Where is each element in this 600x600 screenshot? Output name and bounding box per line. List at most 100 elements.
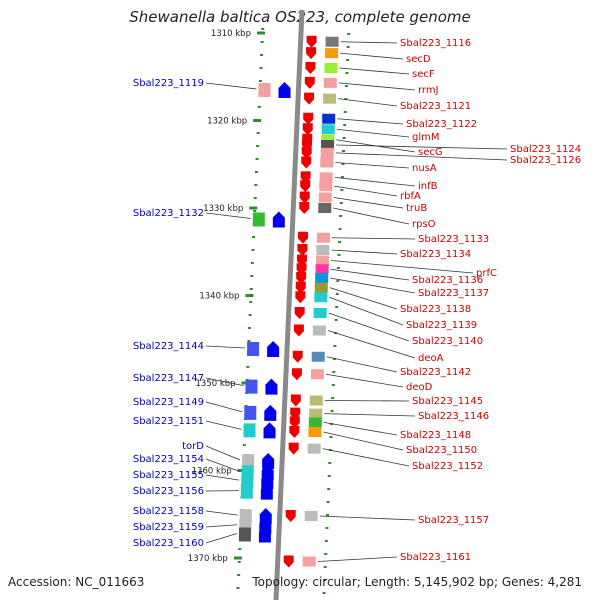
axis-tick-dot: [249, 301, 253, 303]
axis-tick-dot: [237, 574, 241, 576]
axis-tick-dot: [325, 527, 329, 529]
gene-leader-line: [205, 212, 251, 219]
reverse-strand-arrow: [292, 350, 303, 363]
gene-label-left: Sbal223_1159: [133, 522, 204, 533]
axis-tick-dot: [242, 444, 246, 446]
gene-label-right: Sbal223_1121: [400, 101, 471, 112]
reverse-strand-arrow: [303, 112, 314, 125]
kbp-tick-mark: [256, 31, 265, 35]
axis-tick-dot: [331, 397, 335, 399]
gene-leader-line: [330, 260, 474, 274]
gene-label-right: Sbal223_1133: [418, 234, 489, 245]
axis-tick-dot: [335, 306, 339, 308]
gene-color-block: [325, 36, 339, 47]
axis-tick-dot: [326, 501, 330, 503]
axis-tick-dot: [329, 436, 333, 438]
axis-tick-dot: [259, 67, 263, 69]
gene-label-right: secD: [406, 54, 431, 65]
axis-tick-dot: [339, 202, 343, 204]
gene-leader-line: [340, 41, 398, 44]
gene-label-right: Sbal223_1148: [400, 430, 471, 441]
axis-tick-dot: [332, 358, 336, 360]
axis-tick-dot: [324, 540, 328, 542]
axis-tick-dot: [335, 293, 339, 295]
axis-tick-dot: [346, 59, 350, 61]
gene-leader-line: [329, 296, 404, 326]
gene-leader-line: [331, 237, 416, 240]
axis-tick-dot: [252, 236, 256, 238]
gene-leader-line: [334, 176, 416, 187]
kbp-label: 1350 kbp: [196, 379, 236, 389]
gene-color-block: [321, 124, 335, 135]
gene-label-right: Sbal223_1122: [406, 119, 477, 130]
gene-label-left: Sbal223_1144: [133, 341, 204, 352]
gene-color-block: [314, 282, 328, 293]
forward-strand-arrow: [259, 508, 272, 525]
gene-color-block: [307, 443, 321, 454]
axis-tick-dot: [323, 566, 327, 568]
gene-color-block: [322, 113, 336, 124]
reverse-strand-arrow: [297, 231, 308, 244]
gene-color-block: [247, 342, 260, 356]
gene-color-block: [308, 427, 322, 437]
kbp-label: 1340 kbp: [199, 292, 239, 302]
gene-label-right: Sbal223_1124: [510, 144, 581, 155]
gene-label-right: Sbal223_1140: [412, 336, 483, 347]
gene-leader-line: [328, 312, 410, 342]
gene-leader-line: [330, 268, 410, 281]
gene-label-right: Sbal223_1136: [412, 275, 483, 286]
gene-leader-line: [326, 356, 398, 373]
forward-strand-arrow: [263, 422, 276, 439]
gene-leader-line: [335, 152, 508, 161]
reverse-strand-arrow: [293, 324, 304, 337]
gene-label-right: secG: [418, 147, 443, 158]
gene-label-right: Sbal223_1139: [406, 320, 477, 331]
gene-label-right: rrmJ: [418, 85, 439, 96]
axis-tick-dot: [338, 228, 342, 230]
axis-tick-dot: [250, 275, 254, 277]
reverse-strand-arrow: [295, 291, 306, 304]
gene-color-block: [238, 527, 251, 542]
gene-label-right: Sbal223_1146: [418, 411, 489, 422]
axis-tick-dot: [253, 197, 257, 199]
gene-label-left: Sbal223_1156: [133, 486, 204, 497]
gene-label-left: Sbal223_1147: [133, 373, 204, 384]
reverse-strand-arrow: [304, 76, 315, 89]
kbp-tick-mark: [253, 119, 262, 122]
gene-label-right: Sbal223_1142: [400, 367, 471, 378]
gene-leader-line: [205, 82, 257, 90]
gene-leader-line: [323, 431, 404, 451]
gene-leader-line: [333, 197, 404, 209]
axis-tick-dot: [347, 33, 351, 35]
axis-tick-dot: [256, 145, 260, 147]
gene-label-right: Sbal223_1152: [412, 461, 483, 472]
kbp-tick-mark: [233, 556, 242, 560]
gene-color-block: [244, 405, 257, 420]
gene-color-block: [309, 395, 323, 406]
forward-strand-arrow: [278, 82, 291, 98]
axis-tick-dot: [327, 488, 331, 490]
gene-leader-line: [205, 377, 244, 387]
reverse-strand-arrow: [306, 35, 317, 48]
gene-color-block: [313, 308, 327, 318]
gene-color-block: [319, 181, 333, 192]
gene-label-right: glmM: [412, 132, 440, 143]
gene-leader-line: [205, 420, 242, 430]
kbp-label: 1360 kbp: [192, 467, 232, 477]
gene-color-block: [316, 232, 330, 243]
gene-label-left: Sbal223_1151: [133, 416, 204, 427]
kbp-tick-mark: [249, 206, 258, 210]
axis-tick-dot: [248, 327, 252, 329]
reverse-strand-arrow: [301, 146, 312, 159]
gene-label-right: Sbal223_1150: [406, 445, 477, 456]
topology-text: Topology: circular; Length: 5,145,902 bp…: [252, 575, 582, 589]
reverse-strand-arrow: [291, 368, 302, 381]
gene-color-block: [243, 423, 256, 438]
gene-color-block: [258, 83, 271, 97]
axis-tick-dot: [328, 462, 332, 464]
axis-tick-dot: [322, 592, 326, 594]
axis-tick-dot: [260, 54, 264, 56]
gene-color-block: [308, 417, 322, 428]
gene-label-right: Sbal223_1126: [510, 155, 581, 166]
reverse-strand-arrow: [289, 416, 300, 429]
